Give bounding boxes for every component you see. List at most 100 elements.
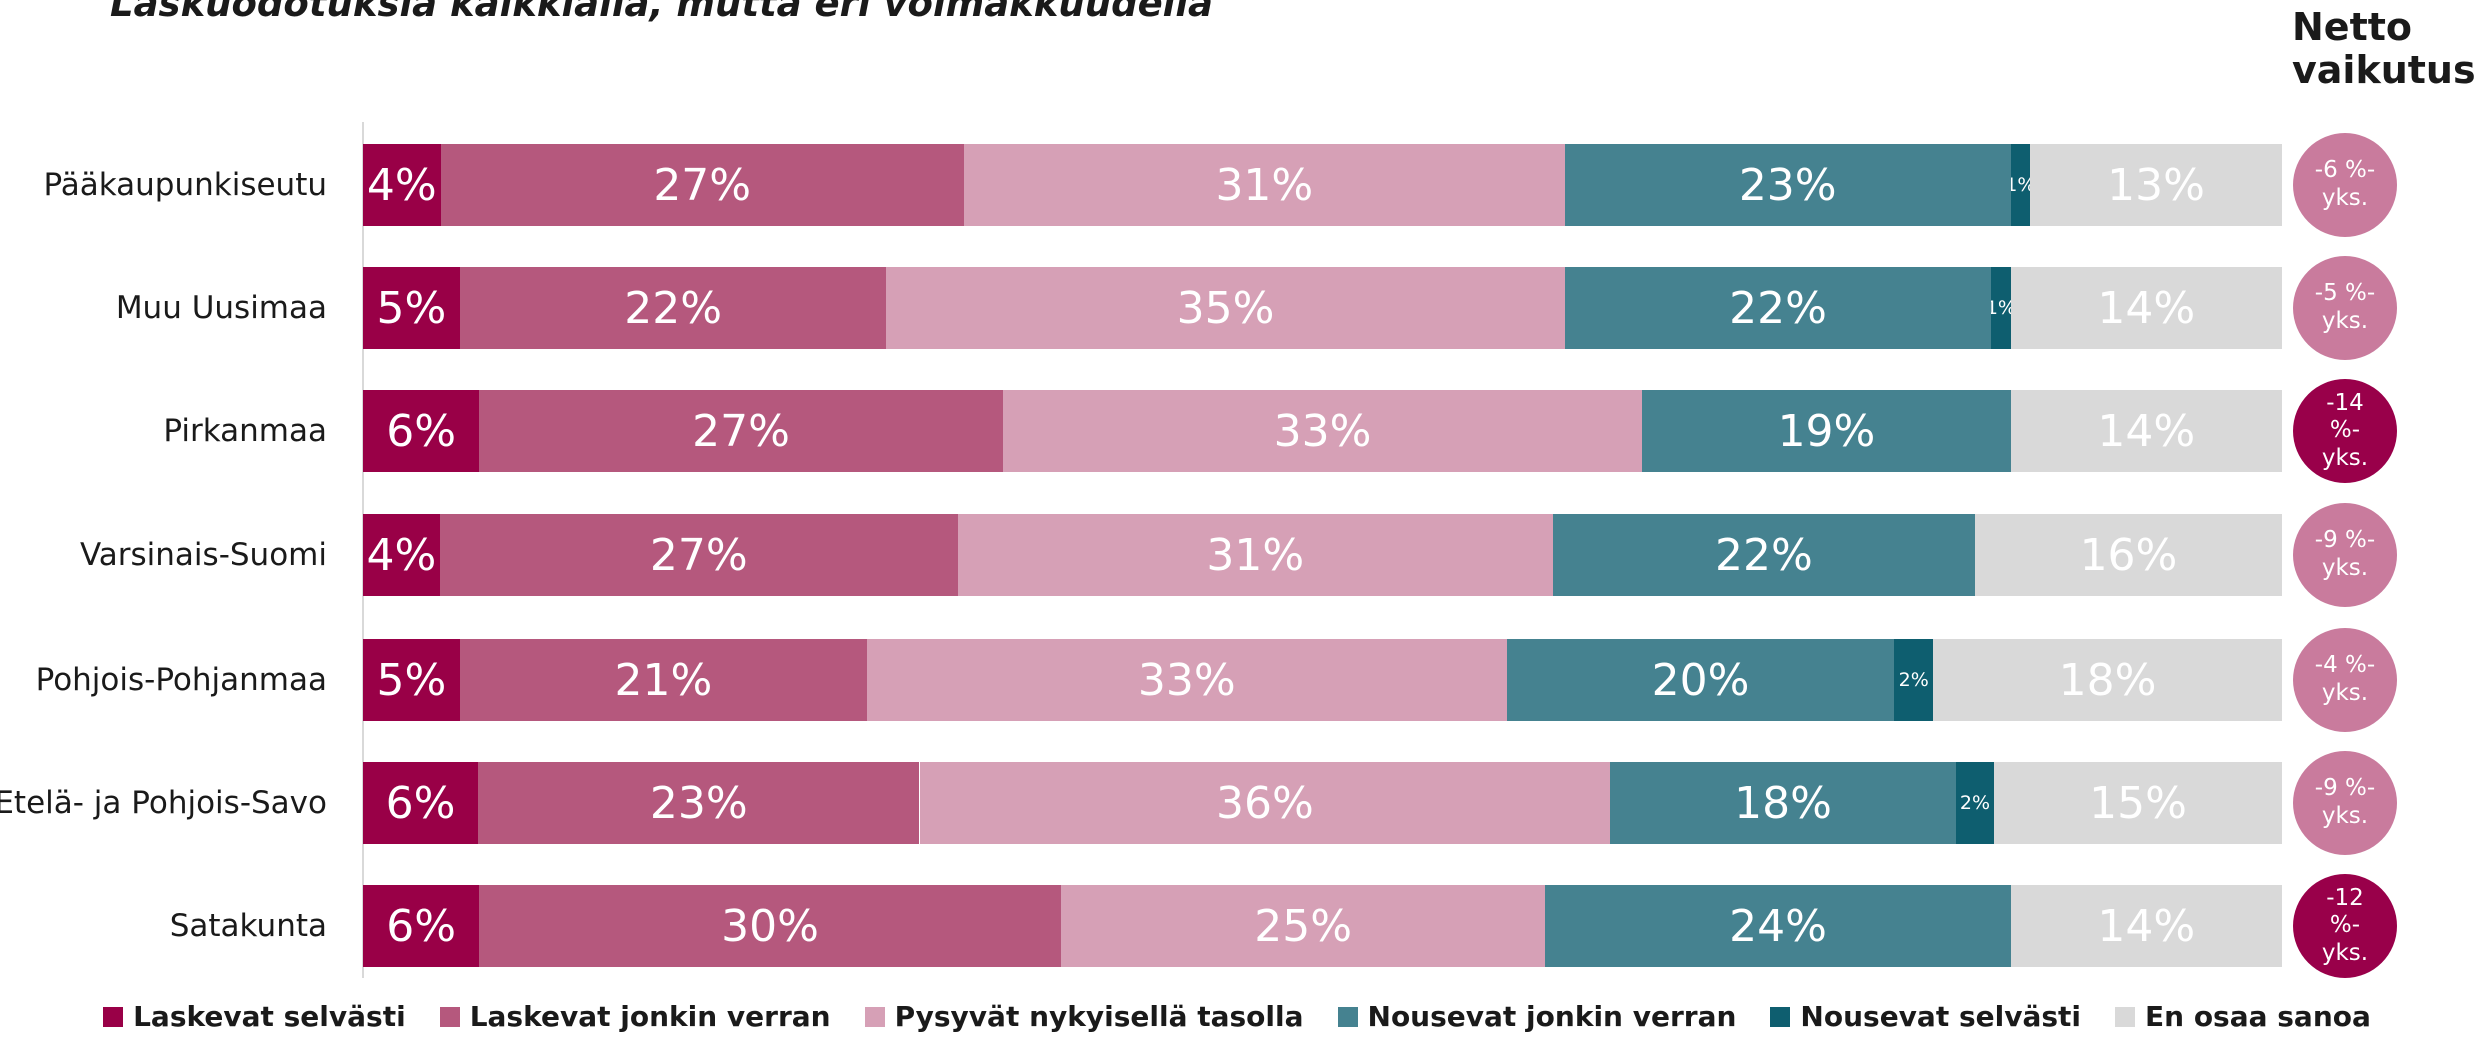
net-title: Netto vaikutus bbox=[2292, 5, 2474, 92]
net-circle: -9 %-yks. bbox=[2293, 503, 2397, 607]
data-label: 5% bbox=[376, 654, 447, 706]
bar-segment: 2% bbox=[1955, 762, 1995, 844]
data-label: 6% bbox=[386, 900, 457, 952]
legend-label: En osaa sanoa bbox=[2145, 1000, 2371, 1033]
bar-segment: 16% bbox=[1974, 514, 2282, 596]
data-label: 15% bbox=[2089, 777, 2187, 829]
net-label: -14 %-yks. bbox=[2321, 389, 2369, 471]
data-label: 19% bbox=[1777, 405, 1876, 457]
net-circle: -9 %-yks. bbox=[2293, 751, 2397, 855]
net-label: -12 %-yks. bbox=[2321, 884, 2369, 966]
bar-segment: 33% bbox=[1002, 390, 1643, 472]
data-label: 1% bbox=[1991, 297, 2010, 319]
data-label: 14% bbox=[2097, 405, 2196, 457]
legend-swatch bbox=[1770, 1006, 1791, 1027]
data-label: 21% bbox=[614, 654, 713, 706]
bar-segment: 31% bbox=[963, 144, 1565, 226]
category-label: Muu Uusimaa bbox=[115, 290, 327, 326]
legend-label: Pysyvät nykyisellä tasolla bbox=[894, 1000, 1304, 1033]
bar-segment: 4% bbox=[363, 144, 441, 226]
bar-segment: 22% bbox=[1564, 267, 1992, 349]
bar-segment: 23% bbox=[1564, 144, 2011, 226]
data-label: 35% bbox=[1176, 282, 1275, 334]
category-label: Pohjois-Pohjanmaa bbox=[35, 662, 327, 698]
data-label: 13% bbox=[2107, 159, 2205, 211]
data-label: 16% bbox=[2079, 529, 2178, 581]
legend-label: Laskevat jonkin verran bbox=[469, 1000, 831, 1033]
data-label: 4% bbox=[366, 159, 437, 211]
net-circle: -14 %-yks. bbox=[2293, 379, 2397, 483]
bar-segment: 27% bbox=[479, 390, 1003, 472]
net-circle: -12 %-yks. bbox=[2293, 874, 2397, 978]
bar-segment: 6% bbox=[363, 762, 479, 844]
bar-segment: 27% bbox=[439, 514, 958, 596]
legend-item: Laskevat selvästi bbox=[103, 1000, 406, 1033]
data-label: 33% bbox=[1137, 654, 1236, 706]
data-label: 2% bbox=[1959, 792, 1991, 814]
category-label: Satakunta bbox=[169, 908, 327, 944]
legend-item: En osaa sanoa bbox=[2115, 1000, 2371, 1033]
data-label: 30% bbox=[721, 900, 819, 952]
legend-label: Nousevat selvästi bbox=[1800, 1000, 2082, 1033]
bar-segment: 21% bbox=[459, 639, 867, 721]
bar-segment: 35% bbox=[886, 267, 1565, 349]
bar-segment: 18% bbox=[1610, 762, 1956, 844]
data-label: 25% bbox=[1254, 900, 1352, 952]
data-label: 22% bbox=[1729, 282, 1827, 334]
net-label: -4 %-yks. bbox=[2314, 652, 2376, 706]
category-label: Pirkanmaa bbox=[163, 413, 327, 449]
legend-label: Nousevat jonkin verran bbox=[1367, 1000, 1737, 1033]
bar-segment: 31% bbox=[957, 514, 1553, 596]
data-label: 6% bbox=[385, 777, 456, 829]
legend-item: Nousevat selvästi bbox=[1770, 1000, 2081, 1033]
bar-segment: 1% bbox=[2010, 144, 2030, 226]
bar-segment: 24% bbox=[1545, 885, 2011, 967]
data-label: 23% bbox=[649, 777, 748, 829]
bar-segment: 2% bbox=[1894, 639, 1934, 721]
category-label: Pääkaupunkiseutu bbox=[43, 167, 327, 203]
bar-segment: 22% bbox=[459, 267, 887, 349]
bar-segment: 6% bbox=[363, 390, 480, 472]
legend-swatch bbox=[864, 1006, 885, 1027]
data-label: 23% bbox=[1738, 159, 1837, 211]
net-label: -5 %-yks. bbox=[2314, 280, 2376, 334]
bar-segment: 14% bbox=[2010, 885, 2282, 967]
data-label: 27% bbox=[653, 159, 752, 211]
bar-segment: 22% bbox=[1552, 514, 1975, 596]
bar-segment: 20% bbox=[1506, 639, 1895, 721]
data-label: 4% bbox=[366, 529, 437, 581]
category-label: Varsinais-Suomi bbox=[79, 537, 327, 573]
chart-title: Laskuodotuksia kaikkialla, mutta eri voi… bbox=[110, 0, 1213, 25]
data-label: 2% bbox=[1898, 669, 1929, 691]
net-label: -6 %-yks. bbox=[2314, 157, 2376, 211]
data-label: 22% bbox=[1714, 529, 1813, 581]
net-label: -9 %-yks. bbox=[2314, 527, 2376, 581]
data-label: 20% bbox=[1651, 654, 1750, 706]
bar-segment: 33% bbox=[866, 639, 1507, 721]
data-label: 18% bbox=[2058, 654, 2157, 706]
net-circle: -5 %-yks. bbox=[2293, 256, 2397, 360]
legend-swatch bbox=[103, 1006, 124, 1027]
data-label: 31% bbox=[1206, 529, 1305, 581]
bar-segment: 27% bbox=[440, 144, 964, 226]
bar-segment: 23% bbox=[478, 762, 920, 844]
data-label: 14% bbox=[2097, 900, 2196, 952]
bar-segment: 13% bbox=[2030, 144, 2282, 226]
net-circle: -4 %-yks. bbox=[2293, 628, 2397, 732]
legend-item: Laskevat jonkin verran bbox=[439, 1000, 831, 1033]
net-label: -9 %-yks. bbox=[2314, 775, 2376, 829]
legend-swatch bbox=[1337, 1006, 1358, 1027]
legend-swatch bbox=[2115, 1006, 2136, 1027]
data-label: 14% bbox=[2097, 282, 2196, 334]
data-label: 27% bbox=[692, 405, 790, 457]
bar-segment: 30% bbox=[479, 885, 1061, 967]
bar-segment: 5% bbox=[363, 267, 460, 349]
bar-segment: 14% bbox=[2010, 390, 2282, 472]
data-label: 27% bbox=[649, 529, 748, 581]
bar-segment: 18% bbox=[1933, 639, 2282, 721]
bar-segment: 19% bbox=[1642, 390, 2011, 472]
data-label: 6% bbox=[386, 405, 457, 457]
legend-item: Pysyvät nykyisellä tasolla bbox=[864, 1000, 1304, 1033]
bar-segment: 25% bbox=[1060, 885, 1546, 967]
